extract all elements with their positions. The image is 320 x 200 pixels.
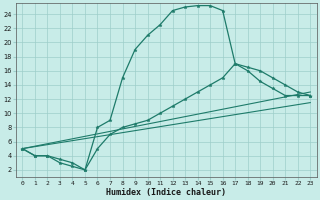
X-axis label: Humidex (Indice chaleur): Humidex (Indice chaleur)	[106, 188, 226, 197]
